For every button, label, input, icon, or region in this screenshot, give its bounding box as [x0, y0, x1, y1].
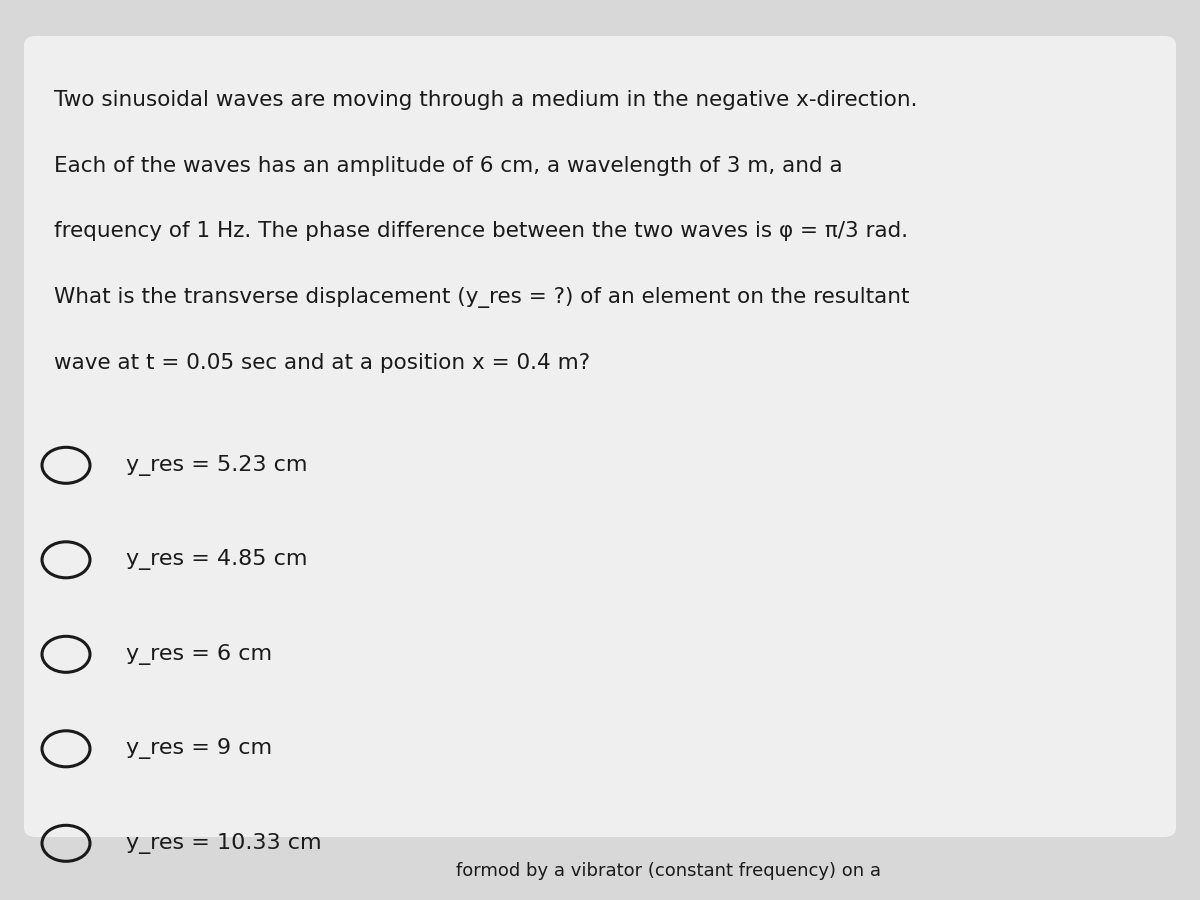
Text: frequency of 1 Hz. The phase difference between the two waves is φ = π/3 rad.: frequency of 1 Hz. The phase difference …: [54, 221, 908, 241]
Text: y_res = 6 cm: y_res = 6 cm: [126, 644, 272, 665]
Text: y_res = 10.33 cm: y_res = 10.33 cm: [126, 832, 322, 854]
Text: y_res = 5.23 cm: y_res = 5.23 cm: [126, 454, 307, 476]
Text: y_res = 4.85 cm: y_res = 4.85 cm: [126, 549, 307, 571]
Text: wave at t = 0.05 sec and at a position x = 0.4 m?: wave at t = 0.05 sec and at a position x…: [54, 353, 590, 373]
Text: Each of the waves has an amplitude of 6 cm, a wavelength of 3 m, and a: Each of the waves has an amplitude of 6 …: [54, 156, 842, 176]
Text: y_res = 9 cm: y_res = 9 cm: [126, 738, 272, 760]
Text: Two sinusoidal waves are moving through a medium in the negative x-direction.: Two sinusoidal waves are moving through …: [54, 90, 918, 110]
FancyBboxPatch shape: [24, 36, 1176, 837]
Text: formod by a vibrator (constant frequency) on a: formod by a vibrator (constant frequency…: [456, 862, 881, 880]
Text: What is the transverse displacement (y_res = ?) of an element on the resultant: What is the transverse displacement (y_r…: [54, 287, 910, 308]
